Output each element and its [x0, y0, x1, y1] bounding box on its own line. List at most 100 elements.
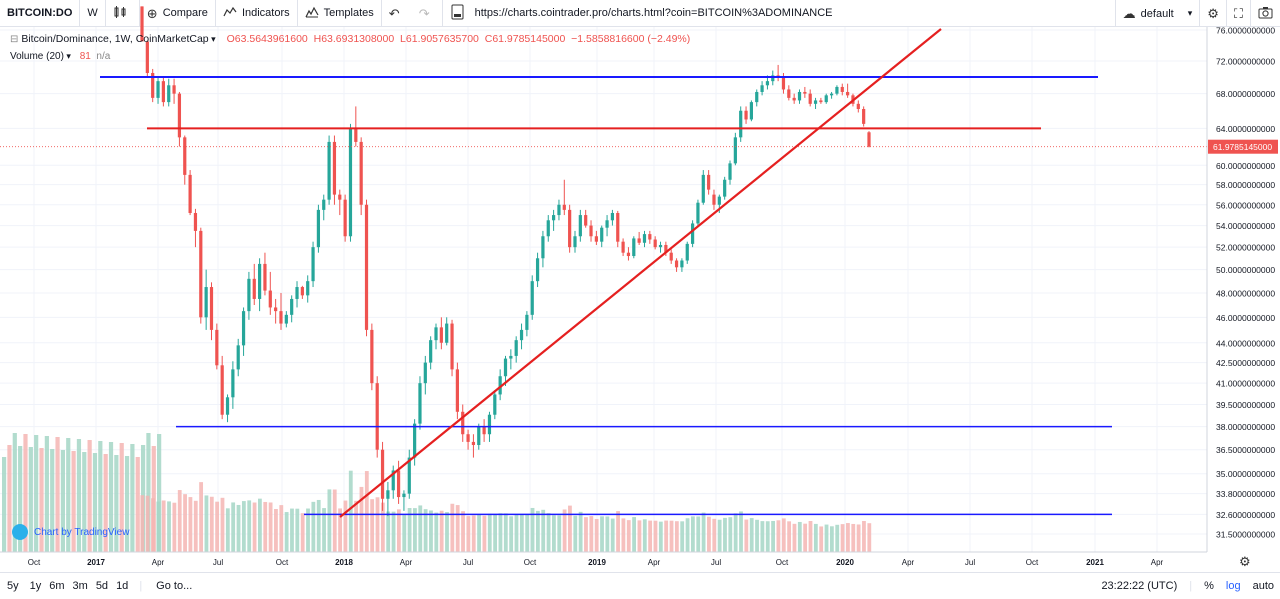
fullscreen-button[interactable]: ⛶	[1227, 0, 1251, 27]
right-toolbar: ☁ default ▾ ⚙ ⛶	[1114, 0, 1280, 27]
tradingview-logo-icon	[12, 524, 28, 540]
y-axis-tick-label: 64.0000000000	[1216, 124, 1275, 134]
volume-bar	[44, 436, 49, 552]
volume-bar	[616, 511, 620, 552]
undo-button[interactable]: ↶	[382, 0, 412, 27]
volume-bar	[413, 508, 417, 552]
volume-bar	[188, 497, 193, 552]
gear-icon[interactable]: ⚙	[1239, 554, 1251, 569]
x-axis-tick-label: Apr	[152, 558, 165, 567]
cloud-icon: ☁	[1122, 6, 1136, 21]
range-5y[interactable]: 5y	[7, 580, 19, 592]
compare-button[interactable]: ⊕ Compare	[140, 0, 216, 27]
percent-toggle[interactable]: %	[1204, 580, 1214, 592]
series-legend: ⊟ Bitcoin/Dominance, 1W, CoinMarketCap ▾…	[10, 33, 690, 45]
range-6m[interactable]: 6m	[49, 580, 65, 592]
candle-body	[263, 263, 267, 291]
x-axis-tick-label: Jul	[463, 558, 473, 567]
volume-bar	[471, 515, 476, 552]
y-axis-tick-label: 48.0000000000	[1216, 288, 1275, 298]
last-price-tag	[1208, 139, 1278, 154]
volume-bar	[797, 521, 802, 552]
candle-body	[760, 85, 764, 92]
goto-button[interactable]: Go to...	[156, 580, 193, 592]
volume-bar	[193, 500, 198, 552]
volume-bar	[429, 510, 433, 552]
candle-body	[402, 493, 406, 498]
volume-bar	[674, 521, 679, 552]
candle-body	[252, 278, 256, 299]
legend-change: −1.5858816600 (−2.49%)	[571, 33, 691, 45]
range-1d[interactable]: 1d	[116, 580, 129, 592]
volume-label[interactable]: Volume (20)	[10, 51, 64, 62]
range-3m[interactable]: 3m	[72, 580, 88, 592]
x-axis-tick-label: 2020	[836, 558, 854, 567]
candle-body	[658, 244, 663, 248]
volume-bar	[348, 470, 353, 552]
candle-body	[690, 223, 695, 244]
candle-body	[674, 260, 679, 268]
templates-button[interactable]: Templates	[298, 0, 382, 27]
candle-body	[380, 449, 385, 499]
volume-bar	[573, 515, 578, 552]
volume-bar	[151, 498, 155, 552]
candle-body	[493, 394, 497, 415]
volume-bar	[236, 504, 241, 552]
x-axis-tick-label: Oct	[776, 558, 789, 567]
legend-toggle[interactable]: ⊟	[10, 34, 19, 45]
volume-bar	[156, 501, 161, 552]
candle-body	[471, 441, 476, 446]
bottom-toolbar: 5y 1y 6m 3m 5d 1d | Go to... 23:22:22 (U…	[0, 572, 1280, 599]
volume-bar	[642, 519, 647, 552]
volume-bar	[840, 524, 845, 552]
volume-bar	[295, 508, 300, 552]
layout-selector[interactable]: ☁ default ▾	[1114, 0, 1201, 27]
snapshot-button[interactable]	[1251, 0, 1280, 27]
volume-bar	[434, 512, 439, 552]
log-toggle[interactable]: log	[1225, 580, 1241, 592]
volume-bar	[552, 515, 556, 552]
volume-bar	[632, 517, 636, 552]
legend-title[interactable]: Bitcoin/Dominance, 1W, CoinMarketCap	[21, 33, 209, 45]
candle-body	[434, 327, 438, 341]
clock-time: 23:22:22 (UTC)	[1101, 580, 1178, 592]
candle-body	[739, 110, 743, 138]
volume-bar	[183, 494, 187, 552]
auto-toggle[interactable]: auto	[1252, 580, 1274, 592]
x-axis-tick-label: 2017	[87, 558, 105, 567]
y-axis-tick-label: 52.0000000000	[1216, 243, 1275, 253]
redo-button[interactable]: ↷	[412, 0, 443, 27]
candle-body	[183, 137, 187, 175]
candle-body	[626, 252, 631, 257]
volume-bar	[2, 457, 7, 552]
tradingview-watermark[interactable]: Chart by TradingView	[12, 524, 129, 540]
volume-bar	[146, 433, 151, 552]
range-1y[interactable]: 1y	[29, 580, 42, 592]
volume-bar	[445, 512, 449, 552]
candle-body	[867, 132, 871, 147]
volume-bar	[418, 505, 423, 552]
volume-bar	[119, 443, 124, 552]
candle-body	[284, 314, 288, 324]
range-5d[interactable]: 5d	[95, 580, 109, 592]
settings-button[interactable]: ⚙	[1200, 0, 1227, 27]
volume-bar	[386, 511, 391, 552]
volume-bar	[257, 498, 262, 552]
candle-body	[209, 287, 214, 330]
candle-body	[744, 110, 748, 120]
volume-bar	[514, 514, 519, 552]
interval-selector[interactable]: W	[80, 0, 106, 27]
candle-body	[632, 238, 636, 257]
volume-bar	[450, 503, 455, 552]
volume-bar	[82, 452, 87, 552]
price-chart[interactable]: 76.0000000000 72.0000000000 68.0000000000 6…	[0, 0, 1280, 572]
candle-body	[156, 81, 160, 98]
volume-bar	[578, 511, 583, 552]
candle-body	[546, 220, 550, 237]
chart-style-button[interactable]	[106, 0, 140, 27]
indicators-button[interactable]: Indicators	[216, 0, 298, 27]
candle-body	[733, 137, 737, 164]
volume-bar	[39, 448, 44, 552]
url-field[interactable]: https://charts.cointrader.pro/charts.htm…	[443, 0, 840, 27]
symbol-search[interactable]: BITCOIN:DO	[0, 0, 81, 27]
